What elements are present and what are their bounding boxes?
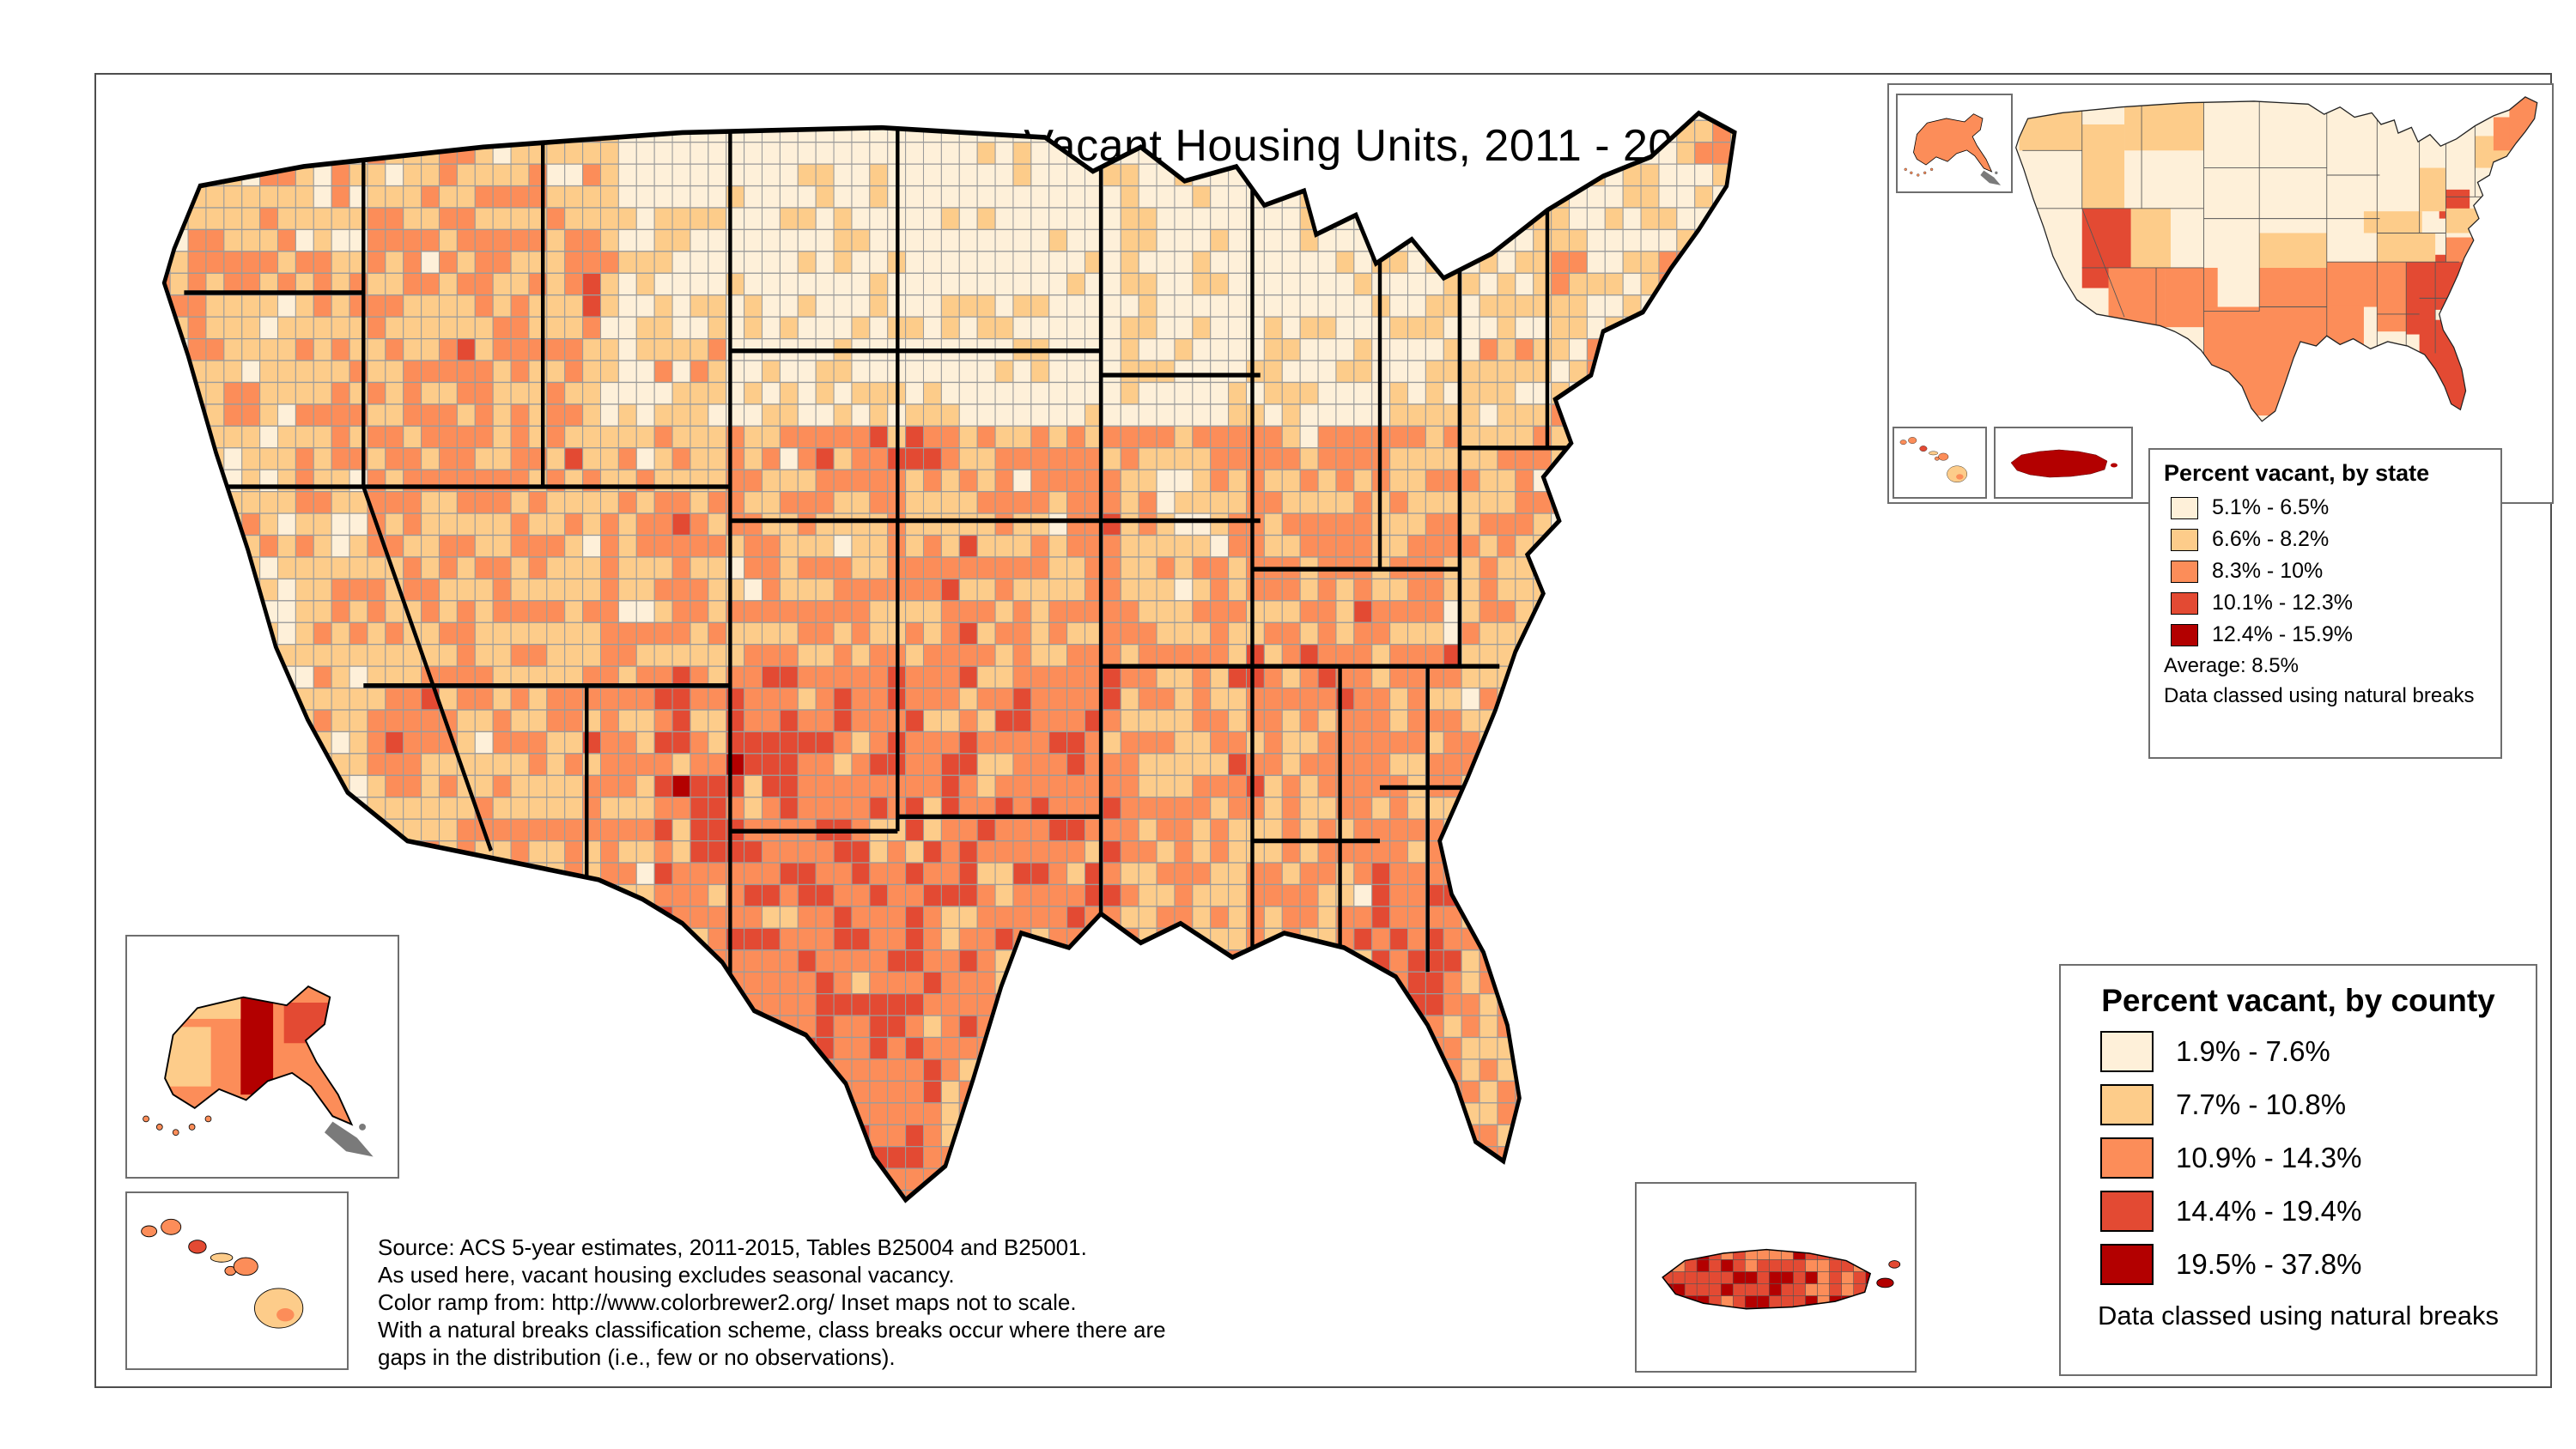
legend-row: 5.1% - 6.5% (2171, 495, 2492, 520)
county-legend: Percent vacant, by county 1.9% - 7.6% 7.… (2059, 964, 2537, 1376)
legend-label: 7.7% - 10.8% (2176, 1088, 2347, 1120)
legend-swatch (2171, 623, 2198, 646)
legend-row: 19.5% - 37.8% (2100, 1244, 2536, 1285)
source-line: Color ramp from: http://www.colorbrewer2… (378, 1289, 1077, 1315)
alaska-county-inset (125, 935, 399, 1179)
legend-row: 10.1% - 12.3% (2171, 591, 2492, 615)
alaska-state-map (1904, 113, 2002, 185)
state-map-inset (1887, 83, 2554, 504)
legend-label: 14.4% - 19.4% (2176, 1195, 2362, 1227)
legend-row: 7.7% - 10.8% (2100, 1084, 2536, 1125)
source-line: As used here, vacant housing excludes se… (378, 1262, 955, 1288)
legend-swatch (2100, 1031, 2154, 1072)
county-legend-title: Percent vacant, by county (2101, 983, 2495, 1018)
legend-row: 1.9% - 7.6% (2100, 1031, 2536, 1072)
county-method-note: Data classed using natural breaks (2098, 1300, 2499, 1331)
state-legend-title: Percent vacant, by state (2164, 460, 2430, 486)
legend-swatch (2171, 528, 2198, 551)
legend-label: 5.1% - 6.5% (2212, 495, 2330, 519)
legend-swatch (2171, 496, 2198, 519)
source-line: With a natural breaks classification sch… (378, 1317, 1166, 1343)
legend-row: 6.6% - 8.2% (2171, 527, 2492, 552)
legend-swatch (2100, 1084, 2154, 1125)
source-note: Source: ACS 5-year estimates, 2011-2015,… (378, 1234, 1166, 1371)
legend-row: 12.4% - 15.9% (2171, 622, 2492, 647)
us-state-choropleth-map (2015, 96, 2538, 422)
source-line: gaps in the distribution (i.e., few or n… (378, 1344, 896, 1370)
state-legend: Percent vacant, by state 5.1% - 6.5% 6.6… (2148, 448, 2502, 759)
puerto-rico-county-inset (1635, 1182, 1917, 1373)
legend-label: 19.5% - 37.8% (2176, 1248, 2362, 1280)
legend-row: 10.9% - 14.3% (2100, 1137, 2536, 1179)
puerto-rico-state-inset (1994, 427, 2133, 499)
legend-label: 10.9% - 14.3% (2176, 1142, 2362, 1173)
state-average-note: Average: 8.5% (2164, 654, 2299, 677)
legend-swatch (2100, 1244, 2154, 1285)
legend-swatch (2171, 591, 2198, 615)
legend-label: 6.6% - 8.2% (2212, 527, 2330, 551)
legend-swatch (2100, 1137, 2154, 1179)
legend-swatch (2100, 1191, 2154, 1232)
legend-label: 1.9% - 7.6% (2176, 1035, 2330, 1067)
source-line: Source: ACS 5-year estimates, 2011-2015,… (378, 1234, 1087, 1260)
legend-swatch (2171, 560, 2198, 583)
alaska-state-inset (1896, 94, 2013, 193)
hawaii-county-inset (125, 1191, 349, 1370)
legend-label: 8.3% - 10% (2212, 559, 2324, 583)
legend-row: 14.4% - 19.4% (2100, 1191, 2536, 1232)
puerto-rico-state-map (2010, 449, 2117, 478)
legend-row: 8.3% - 10% (2171, 559, 2492, 584)
legend-label: 12.4% - 15.9% (2212, 622, 2353, 646)
hawaii-state-map (1899, 437, 1967, 482)
puerto-rico-county-map (1662, 1248, 1901, 1310)
hawaii-county-map (141, 1218, 304, 1329)
state-method-note: Data classed using natural breaks (2164, 684, 2475, 707)
alaska-county-map (143, 985, 374, 1157)
hawaii-state-inset (1893, 427, 1987, 499)
legend-label: 10.1% - 12.3% (2212, 591, 2353, 615)
